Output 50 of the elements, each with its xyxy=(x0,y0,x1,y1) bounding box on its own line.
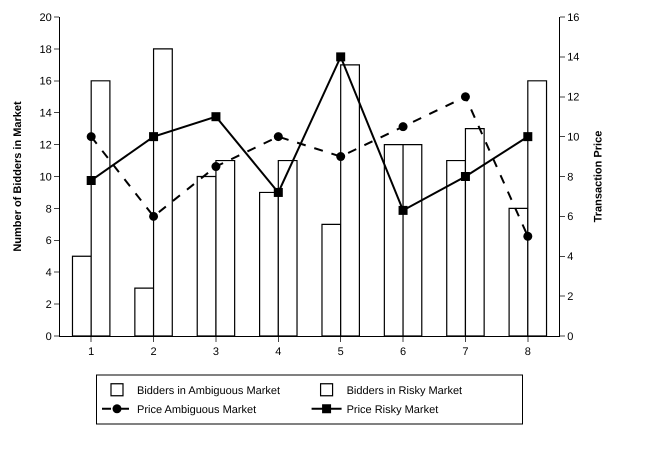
y2-tick-label: 4 xyxy=(567,251,574,264)
y-tick-label: 0 xyxy=(46,330,52,343)
y2-axis-title: Transaction Price xyxy=(592,130,605,222)
y-tick-label: 8 xyxy=(46,203,52,216)
point xyxy=(149,132,158,142)
legend-label: Price Ambiguous Market xyxy=(137,404,256,416)
point xyxy=(336,52,346,62)
point xyxy=(523,132,532,142)
y2-tick-label: 16 xyxy=(567,12,580,24)
point xyxy=(523,232,532,241)
x-tick-label: 8 xyxy=(524,346,531,358)
point xyxy=(86,132,96,142)
legend-label: Bidders in Risky Market xyxy=(346,385,462,398)
point xyxy=(274,188,283,197)
x-tick-label: 7 xyxy=(462,346,469,358)
x-tick-label: 5 xyxy=(338,346,344,358)
y-tick-label: 12 xyxy=(40,139,52,152)
x-tick-label: 3 xyxy=(212,346,220,358)
y-tick-label: 16 xyxy=(40,76,52,88)
x-tick-label: 4 xyxy=(275,346,282,358)
x-tick-label: 6 xyxy=(400,346,406,358)
point xyxy=(211,112,220,122)
y-tick-label: 2 xyxy=(46,298,52,311)
point xyxy=(274,132,283,142)
point xyxy=(336,152,346,162)
y-tick-label: 18 xyxy=(40,44,52,56)
y2-tick-label: 12 xyxy=(567,92,580,104)
legend-label: Bidders in Ambiguous Market xyxy=(137,385,280,398)
y-tick-label: 6 xyxy=(46,235,52,248)
x-tick-label: 1 xyxy=(88,346,94,358)
point xyxy=(398,122,408,132)
point xyxy=(149,212,158,221)
y2-tick-label: 2 xyxy=(567,290,574,303)
y2-tick-label: 8 xyxy=(567,171,574,184)
y2-tick-label: 14 xyxy=(567,52,580,64)
y-tick-label: 10 xyxy=(40,171,52,184)
point xyxy=(460,172,470,181)
point xyxy=(86,176,96,185)
y2-tick-label: 0 xyxy=(567,330,574,343)
x-tick-label: 2 xyxy=(150,346,157,358)
y-tick-label: 20 xyxy=(40,12,52,24)
y-axis-title: Number of Bidders in Market xyxy=(12,100,24,252)
y2-tick-label: 6 xyxy=(567,211,574,224)
y-tick-label: 14 xyxy=(40,108,52,120)
y2-tick-label: 10 xyxy=(567,131,580,144)
y-tick-label: 4 xyxy=(46,267,52,280)
point xyxy=(460,92,470,102)
point xyxy=(398,206,408,215)
legend-label: Price Risky Market xyxy=(346,404,438,416)
point xyxy=(211,162,220,172)
